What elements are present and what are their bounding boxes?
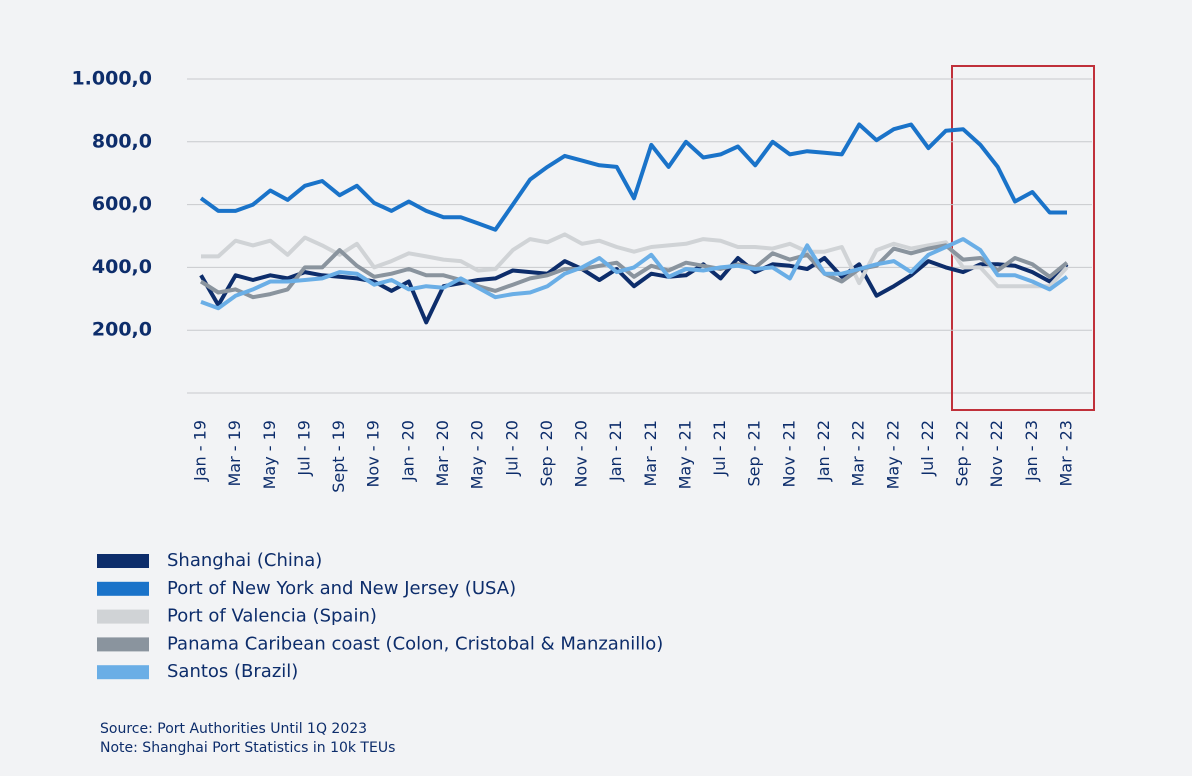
x-tick-label: Mar - 23 xyxy=(1057,420,1076,487)
legend-swatch xyxy=(97,637,149,652)
x-tick-label: Nov - 22 xyxy=(987,420,1006,488)
x-tick-label: May - 19 xyxy=(260,420,279,489)
x-tick-label: Jan - 23 xyxy=(1022,420,1041,482)
x-tick-label: May - 20 xyxy=(468,420,487,489)
x-tick-label: Jan - 21 xyxy=(606,420,625,482)
legend-swatch xyxy=(97,609,149,624)
x-tick-label: Mar - 19 xyxy=(225,420,244,487)
series-line xyxy=(200,237,1069,311)
legend-swatch xyxy=(97,554,149,568)
x-tick-label: Jul - 22 xyxy=(918,420,937,477)
x-tick-label: Mar - 21 xyxy=(641,420,660,487)
x-tick-label: Jan - 22 xyxy=(814,420,833,482)
x-tick-label: Jan - 19 xyxy=(191,420,210,482)
legend-swatch xyxy=(97,581,149,596)
x-tick-label: Jul - 19 xyxy=(294,420,313,477)
x-tick-label: Mar - 22 xyxy=(849,420,868,487)
y-tick-label: 400,0 xyxy=(92,256,152,278)
y-tick-label: 1.000,0 xyxy=(71,68,152,90)
x-tick-label: Jul - 21 xyxy=(710,420,729,477)
x-tick-label: Nov - 19 xyxy=(364,420,383,488)
legend-swatch xyxy=(97,665,149,680)
series-line xyxy=(199,256,1069,325)
legend-label: Panama Caribean coast (Colon, Cristobal … xyxy=(167,633,663,654)
series-line xyxy=(201,232,1069,289)
x-tick-label: Sept - 19 xyxy=(329,420,348,493)
x-tick-label: Mar - 20 xyxy=(433,420,452,487)
x-tick-label: Jul - 20 xyxy=(502,420,521,477)
y-tick-label: 200,0 xyxy=(92,319,152,341)
highlight-box xyxy=(951,65,1095,411)
x-tick-label: Jan - 20 xyxy=(398,420,417,482)
x-tick-label: May - 22 xyxy=(883,420,902,489)
legend-label: Shanghai (China) xyxy=(167,550,322,571)
series-line xyxy=(199,243,1069,300)
x-tick-label: Sep - 20 xyxy=(537,420,556,486)
legend-label: Port of Valencia (Spain) xyxy=(167,606,377,627)
y-tick-label: 600,0 xyxy=(92,193,152,215)
x-tick-label: Sep - 22 xyxy=(953,420,972,486)
x-tick-label: Nov - 21 xyxy=(779,420,798,488)
source-note: Note: Shanghai Port Statistics in 10k TE… xyxy=(100,740,395,756)
source-note: Source: Port Authorities Until 1Q 2023 xyxy=(100,721,367,737)
series-line xyxy=(199,122,1067,232)
x-tick-label: Sep - 21 xyxy=(745,420,764,486)
x-tick-label: Nov - 20 xyxy=(572,420,591,488)
legend-label: Port of New York and New Jersey (USA) xyxy=(167,578,516,599)
x-tick-label: May - 21 xyxy=(675,420,694,489)
legend-label: Santos (Brazil) xyxy=(167,661,298,682)
y-tick-label: 800,0 xyxy=(92,130,152,152)
